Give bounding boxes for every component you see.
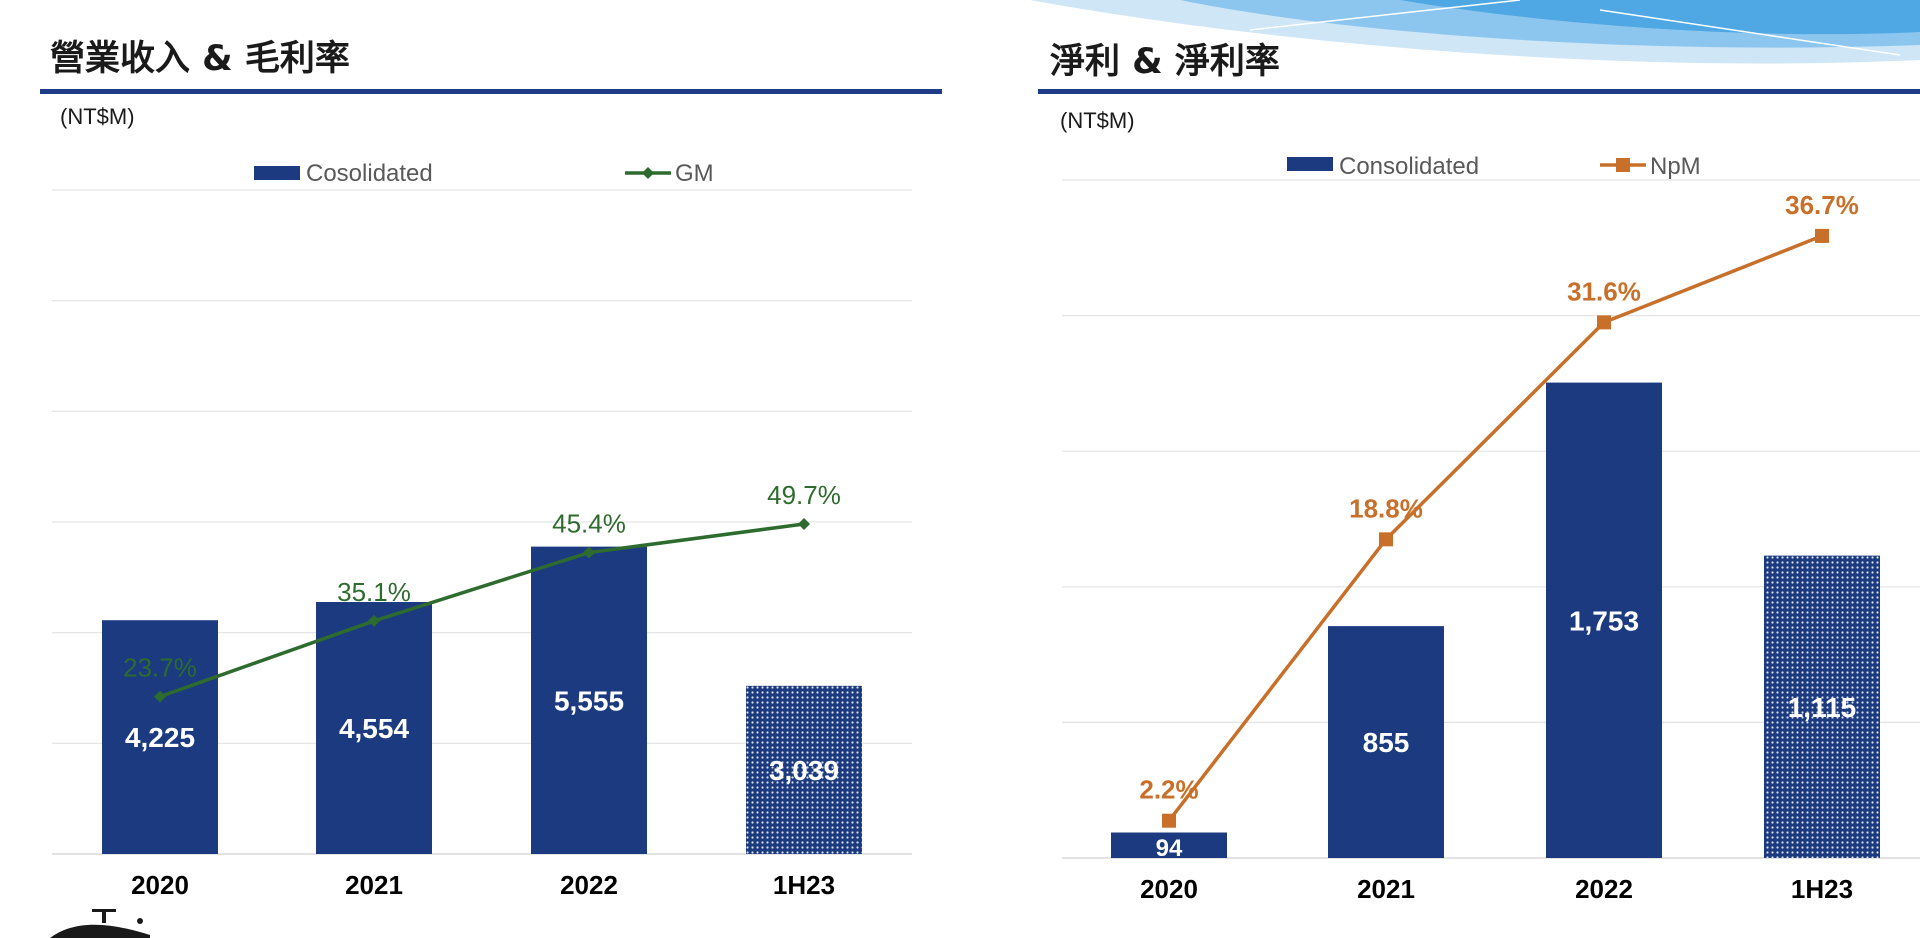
x-tick-label: 2020 <box>1140 874 1198 904</box>
bar-value-label: 1,115 <box>1788 692 1857 723</box>
bar-2021 <box>316 602 432 854</box>
revenue-unit-label: (NT$M) <box>60 104 135 129</box>
legend-line-label: NpM <box>1650 153 1701 180</box>
gm-point-marker <box>583 546 595 559</box>
x-tick-label: 2021 <box>1357 874 1415 904</box>
x-tick-label: 1H23 <box>773 870 835 900</box>
legend-bar-label: Consolidated <box>1339 153 1479 180</box>
bar-1H23 <box>746 685 862 854</box>
bar-value-label: 855 <box>1363 727 1410 758</box>
line-point-label: 31.6% <box>1567 276 1641 306</box>
bar-2020 <box>102 620 218 854</box>
NpM-line <box>1167 234 1823 822</box>
legend-line-marker <box>1616 158 1630 172</box>
line-point-label: 36.7% <box>1785 190 1859 220</box>
line-point-label: 49.7% <box>767 480 841 510</box>
drone-logo <box>50 909 150 938</box>
x-tick-label: 2020 <box>131 870 189 900</box>
bar-value-label: 94 <box>1156 835 1183 862</box>
bar-2022 <box>1546 382 1662 858</box>
npm-point-marker <box>1379 532 1393 547</box>
npm-point-marker <box>1162 813 1176 828</box>
x-tick-label: 1H23 <box>1791 874 1853 904</box>
bar-value-label: 5,555 <box>554 685 624 716</box>
gm-point-marker <box>368 614 380 627</box>
bar-value-label: 3,039 <box>769 755 839 786</box>
net-income-panel-title: 淨利 & 淨利率 <box>1050 42 1280 82</box>
bar-value-label: 4,225 <box>125 722 195 753</box>
legend-bar-label: Cosolidated <box>306 160 433 187</box>
legend-line-marker <box>642 167 654 179</box>
revenue-panel-title: 營業收入 & 毛利率 <box>50 39 350 79</box>
net-income-unit-label: (NT$M) <box>1060 108 1135 133</box>
line-point-label: 2.2% <box>1139 775 1198 805</box>
line-point-label: 35.1% <box>337 577 411 607</box>
line-point-label: 23.7% <box>123 653 197 683</box>
npm-point-marker <box>1815 228 1829 243</box>
npm-point-marker <box>1597 315 1611 330</box>
x-tick-label: 2022 <box>1575 874 1633 904</box>
bar-2021 <box>1328 626 1444 858</box>
bar-1H23 <box>1764 555 1880 858</box>
GM-line <box>159 522 805 699</box>
net-income-title-rule <box>1038 89 1920 94</box>
bar-value-label: 1,753 <box>1569 605 1639 636</box>
bar-2020 <box>1111 832 1227 858</box>
bar-value-label: 4,554 <box>339 713 409 744</box>
legend-line-label: GM <box>675 160 714 187</box>
bar-2022 <box>531 546 647 854</box>
gm-point-marker <box>154 690 166 703</box>
x-tick-label: 2022 <box>560 870 618 900</box>
line-point-label: 18.8% <box>1349 493 1423 523</box>
gm-point-marker <box>798 517 810 530</box>
legend-bar-swatch <box>1287 157 1333 171</box>
x-tick-label: 2021 <box>345 870 403 900</box>
revenue-title-rule <box>40 89 942 94</box>
line-point-label: 45.4% <box>552 509 626 539</box>
legend-bar-swatch <box>254 166 300 180</box>
